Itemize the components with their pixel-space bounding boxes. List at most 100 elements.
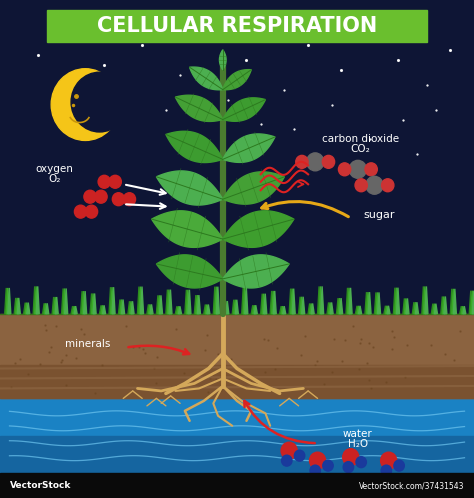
Polygon shape [253,305,256,314]
Polygon shape [415,302,419,314]
Polygon shape [460,306,463,314]
Circle shape [296,155,308,168]
Polygon shape [272,291,275,314]
Circle shape [381,452,397,469]
Polygon shape [71,306,74,314]
Polygon shape [177,306,180,314]
Polygon shape [27,303,30,314]
Polygon shape [299,297,301,314]
Polygon shape [205,304,209,314]
Circle shape [323,460,333,471]
Polygon shape [156,295,159,314]
Polygon shape [140,286,144,314]
Polygon shape [423,286,427,314]
Polygon shape [461,306,465,314]
Polygon shape [129,301,133,314]
Polygon shape [384,306,387,314]
Polygon shape [346,288,349,314]
Polygon shape [156,171,223,205]
Polygon shape [242,287,245,314]
Polygon shape [270,291,273,314]
Polygon shape [128,301,131,314]
Circle shape [322,155,335,168]
Circle shape [294,450,305,461]
Polygon shape [102,305,106,314]
Circle shape [281,442,297,459]
Polygon shape [393,288,396,314]
Polygon shape [112,287,115,314]
Text: oxygen: oxygen [36,164,73,174]
Polygon shape [262,294,265,314]
Polygon shape [311,303,314,314]
Polygon shape [273,291,276,314]
Polygon shape [300,297,303,314]
Polygon shape [223,301,226,314]
Polygon shape [264,294,267,314]
Polygon shape [444,296,447,314]
Polygon shape [261,294,264,314]
Polygon shape [158,295,161,314]
Text: H₂O: H₂O [348,439,368,449]
Polygon shape [412,302,415,314]
Bar [0,436,474,473]
Polygon shape [441,296,444,314]
Polygon shape [73,306,76,314]
Circle shape [366,176,383,194]
Polygon shape [194,295,197,314]
Circle shape [343,462,354,473]
Polygon shape [109,287,112,314]
Polygon shape [358,306,362,314]
Polygon shape [223,211,294,248]
Polygon shape [223,98,265,122]
Polygon shape [433,304,436,314]
Polygon shape [280,306,283,314]
Polygon shape [320,286,324,314]
Polygon shape [186,290,190,314]
Polygon shape [414,302,417,314]
Polygon shape [319,286,322,314]
Text: water: water [343,429,373,439]
Polygon shape [338,298,341,314]
Polygon shape [425,286,428,314]
Polygon shape [328,302,332,314]
Polygon shape [46,303,49,314]
Polygon shape [450,289,453,314]
Circle shape [109,175,121,188]
Polygon shape [330,302,333,314]
Polygon shape [169,290,172,314]
Polygon shape [43,303,46,314]
Polygon shape [166,290,169,314]
Polygon shape [156,255,223,288]
Polygon shape [365,292,368,314]
Text: VectorStock.com/37431543: VectorStock.com/37431543 [359,481,465,490]
Polygon shape [223,255,289,288]
Polygon shape [52,297,55,314]
Circle shape [84,190,96,203]
Bar [47,10,427,42]
Text: O₂: O₂ [48,174,61,184]
Circle shape [307,153,324,171]
Polygon shape [91,293,95,314]
Polygon shape [25,303,28,314]
Polygon shape [387,306,390,314]
Text: CELLULAR RESPIRATION: CELLULAR RESPIRATION [97,16,377,36]
Polygon shape [100,305,102,314]
Polygon shape [213,287,216,314]
Polygon shape [33,286,36,314]
Polygon shape [281,306,284,314]
Polygon shape [93,293,96,314]
Bar [0,365,474,398]
Polygon shape [204,304,207,314]
Polygon shape [223,70,251,90]
Polygon shape [356,306,358,314]
Polygon shape [291,289,294,314]
Polygon shape [434,304,438,314]
Circle shape [355,179,367,192]
Polygon shape [175,95,223,122]
Polygon shape [469,291,472,314]
Polygon shape [63,288,66,314]
Polygon shape [44,303,47,314]
Polygon shape [148,304,152,314]
Polygon shape [159,295,163,314]
Polygon shape [452,289,455,314]
